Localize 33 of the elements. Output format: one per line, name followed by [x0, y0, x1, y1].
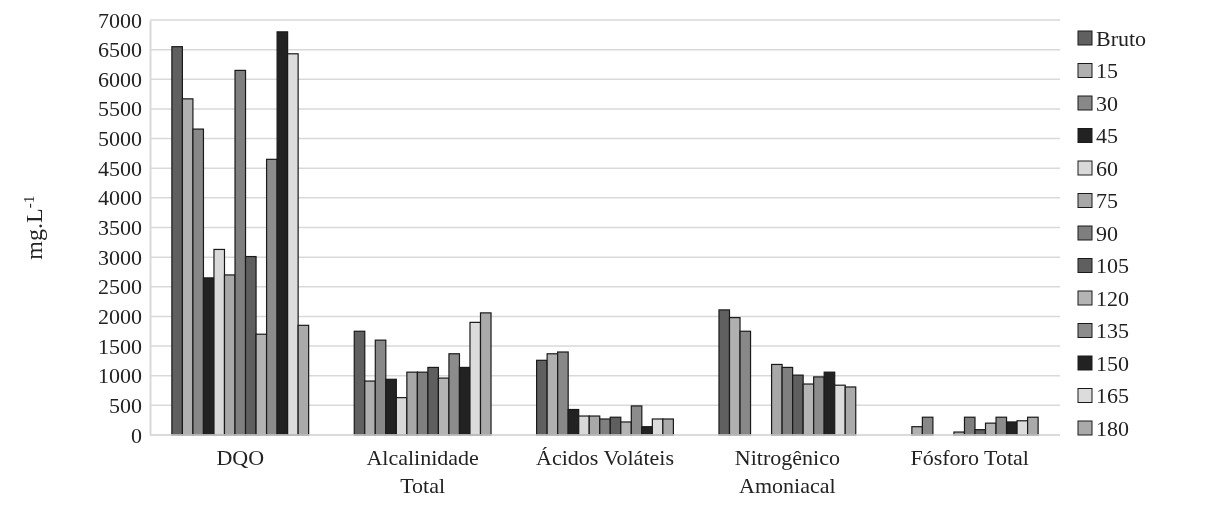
- y-tick-label: 3000: [98, 244, 142, 270]
- y-tick-label: 4500: [98, 155, 142, 181]
- y-tick-label: 2500: [98, 274, 142, 300]
- y-tick-label: 7000: [98, 7, 142, 33]
- legend-label: 60: [1096, 155, 1118, 181]
- y-tick-label: 2000: [98, 303, 142, 329]
- legend-label: Bruto: [1096, 25, 1147, 51]
- legend-label: 135: [1096, 318, 1129, 344]
- y-tick-label: 5000: [98, 126, 142, 152]
- x-tick-label: Fósforo Total: [910, 445, 1029, 470]
- legend-label: 15: [1096, 58, 1118, 84]
- y-tick-label: 500: [109, 392, 142, 418]
- y-tick-label: 1500: [98, 333, 142, 359]
- legend-label: 120: [1096, 285, 1129, 311]
- x-tick-label: Nitrogênico Amoniacal: [734, 445, 840, 498]
- legend-label: 105: [1096, 253, 1129, 279]
- legend-label: 30: [1096, 90, 1118, 116]
- y-tick-label: 6500: [98, 37, 142, 63]
- y-tick-label: 5500: [98, 96, 142, 122]
- y-tick-label: 0: [131, 422, 142, 448]
- y-tick-label: 1000: [98, 363, 142, 389]
- legend-label: 75: [1096, 188, 1118, 214]
- y-tick-label: 3500: [98, 215, 142, 241]
- legend-label: 165: [1096, 383, 1129, 409]
- x-tick-label: Ácidos Voláteis: [536, 445, 674, 470]
- legend-label: 150: [1096, 350, 1129, 376]
- legend-label: 90: [1096, 220, 1118, 246]
- legend-label: 180: [1096, 415, 1129, 441]
- y-tick-label: 6000: [98, 66, 142, 92]
- legend-label: 45: [1096, 123, 1118, 149]
- x-tick-label: DQO: [216, 445, 265, 470]
- x-tick-label: Alcalinidade Total: [366, 445, 479, 498]
- y-tick-label: 4000: [98, 185, 142, 211]
